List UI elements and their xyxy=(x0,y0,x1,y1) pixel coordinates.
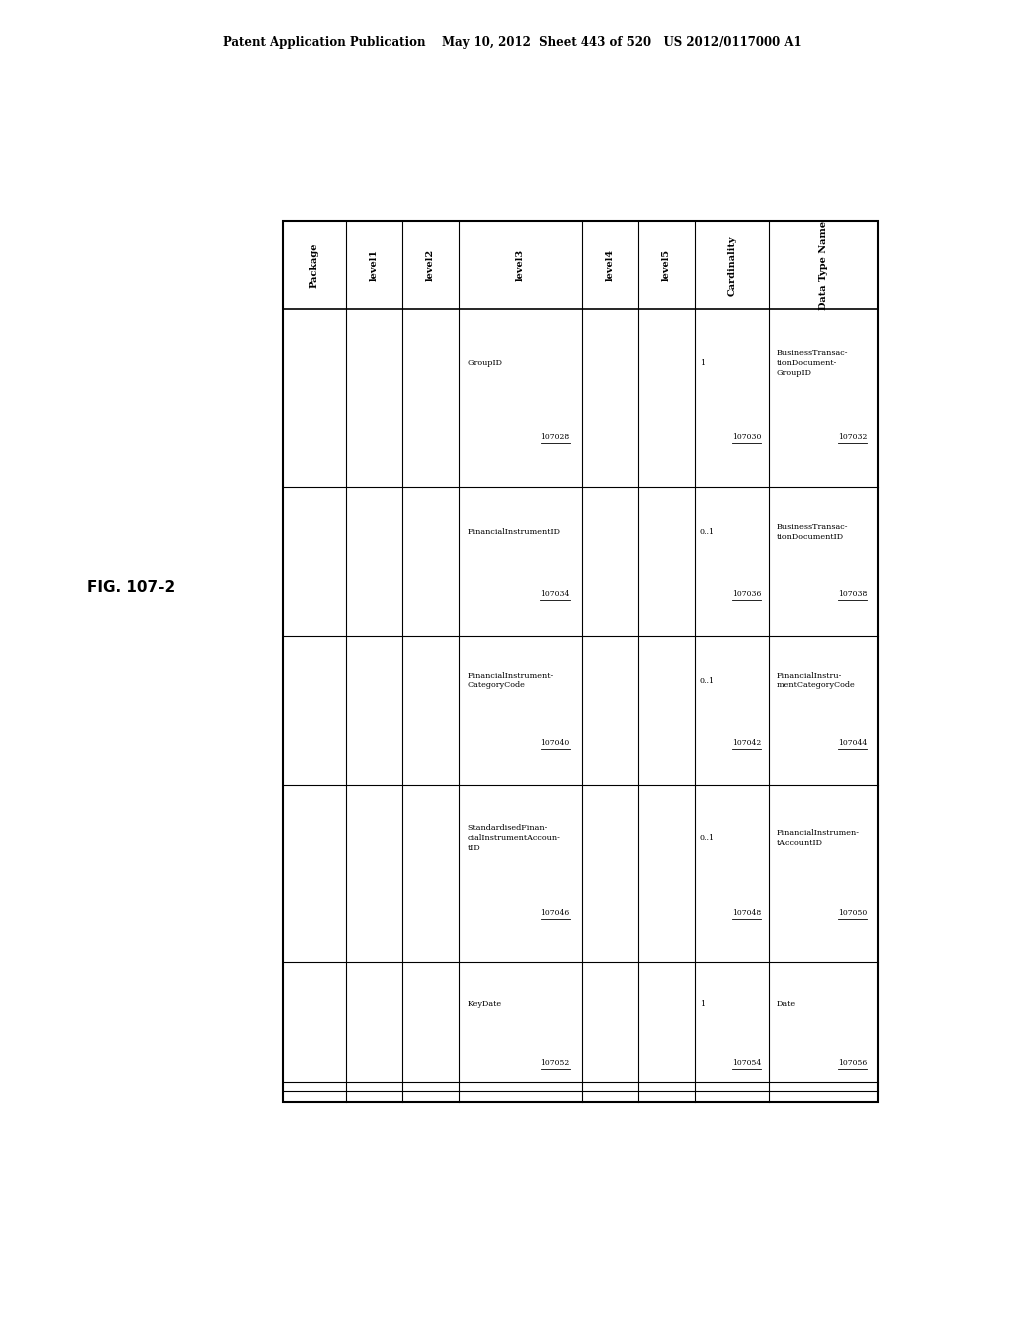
Text: Data Type Name: Data Type Name xyxy=(819,220,827,310)
Text: 107050: 107050 xyxy=(838,908,867,916)
Text: level5: level5 xyxy=(663,249,671,281)
Text: 107030: 107030 xyxy=(732,433,762,441)
Text: Package: Package xyxy=(310,243,318,288)
Text: 107054: 107054 xyxy=(732,1059,762,1067)
Text: level2: level2 xyxy=(426,249,435,281)
Text: 0..1: 0..1 xyxy=(700,834,715,842)
Text: level1: level1 xyxy=(370,249,379,281)
Text: BusinessTransac-
tionDocument-
GroupID: BusinessTransac- tionDocument- GroupID xyxy=(776,348,848,376)
Text: BusinessTransac-
tionDocumentID: BusinessTransac- tionDocumentID xyxy=(776,523,848,541)
Text: GroupID: GroupID xyxy=(468,359,503,367)
Text: 0..1: 0..1 xyxy=(700,528,715,536)
Bar xyxy=(283,222,878,1102)
Text: 107052: 107052 xyxy=(541,1059,569,1067)
Text: Date: Date xyxy=(776,1001,796,1008)
Text: 107056: 107056 xyxy=(838,1059,867,1067)
Text: Cardinality: Cardinality xyxy=(727,235,736,296)
Text: KeyDate: KeyDate xyxy=(468,1001,502,1008)
Text: FinancialInstru-
mentCategoryCode: FinancialInstru- mentCategoryCode xyxy=(776,672,855,689)
Text: 0..1: 0..1 xyxy=(700,677,715,685)
Text: 107028: 107028 xyxy=(541,433,569,441)
Text: FIG. 107-2: FIG. 107-2 xyxy=(87,579,175,595)
Text: 107036: 107036 xyxy=(732,590,762,598)
Text: FinancialInstrument-
CategoryCode: FinancialInstrument- CategoryCode xyxy=(468,672,554,689)
Text: Patent Application Publication    May 10, 2012  Sheet 443 of 520   US 2012/01170: Patent Application Publication May 10, 2… xyxy=(222,36,802,49)
Text: FinancialInstrumen-
tAccountID: FinancialInstrumen- tAccountID xyxy=(776,829,859,847)
Text: 107034: 107034 xyxy=(541,590,569,598)
Text: 107040: 107040 xyxy=(541,739,569,747)
Text: StandardisedFinan-
cialInstrumentAccoun-
tID: StandardisedFinan- cialInstrumentAccoun-… xyxy=(468,824,560,851)
Text: FinancialInstrumentID: FinancialInstrumentID xyxy=(468,528,560,536)
Text: 107038: 107038 xyxy=(838,590,867,598)
Text: level4: level4 xyxy=(606,249,614,281)
Text: 1: 1 xyxy=(700,359,706,367)
Text: level3: level3 xyxy=(516,249,525,281)
Text: 107048: 107048 xyxy=(732,908,762,916)
Text: 107046: 107046 xyxy=(541,908,569,916)
Text: 107032: 107032 xyxy=(838,433,867,441)
Text: 107044: 107044 xyxy=(838,739,867,747)
Text: 107042: 107042 xyxy=(732,739,762,747)
Text: 1: 1 xyxy=(700,1001,706,1008)
